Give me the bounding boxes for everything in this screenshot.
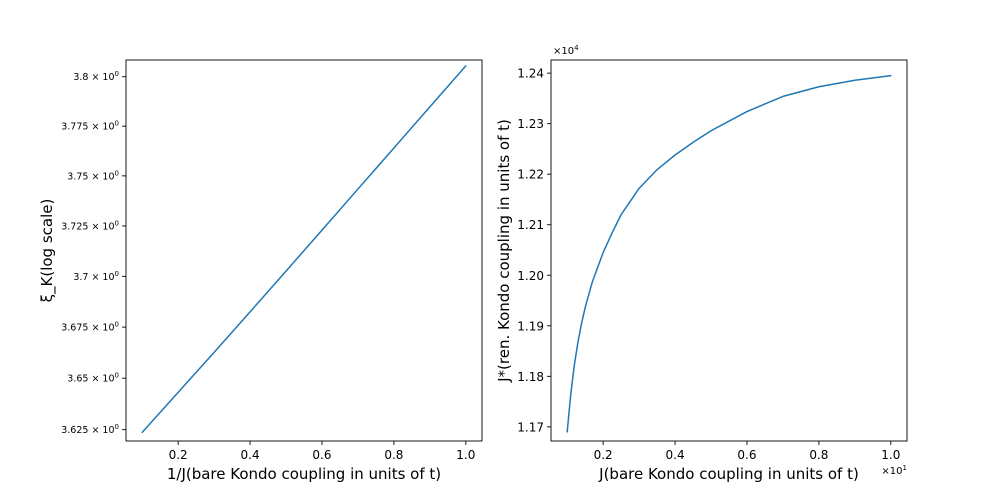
plot-frame <box>550 59 908 442</box>
x-tick-label: 0.2 <box>594 448 613 462</box>
series-line <box>141 65 467 434</box>
y-tick-label: 3.75 × 100 <box>67 169 119 182</box>
y-tick-label: 3.625 × 100 <box>61 423 119 436</box>
x-axis-label: 1/J(bare Kondo coupling in units of t) <box>167 465 441 483</box>
series-line <box>566 74 892 433</box>
x-multiplier-label: ×101 <box>881 464 907 477</box>
y-tick-label: 3.775 × 100 <box>61 120 119 133</box>
y-tick-label: 1.20 <box>517 269 544 283</box>
chart-panel-1: 0.2 0.4 0.6 0.8 1.0 3.625 × 100 3.65 × 100 3.67… <box>38 59 483 483</box>
y-tick-label: 1.23 <box>517 117 544 131</box>
y-tick-label: 1.18 <box>517 370 544 384</box>
x-tick-label: 0.6 <box>312 448 331 462</box>
plot-frame <box>125 59 483 442</box>
x-tick-label: 1.0 <box>881 448 900 462</box>
chart-panel-2: 0.2 0.4 0.6 0.8 1.0 1.17 1.18 1.19 1.20 1.21 1.22 1… <box>495 44 908 483</box>
y-tick-label: 1.24 <box>517 67 544 81</box>
y-tick-label: 3.675 × 100 <box>61 321 119 334</box>
y-tick-label: 3.725 × 100 <box>61 219 119 232</box>
y-axis-label: ξ_K(log scale) <box>38 199 57 303</box>
y-multiplier-label: ×104 <box>553 44 579 57</box>
y-tick-label: 3.8 × 100 <box>73 70 119 83</box>
x-tick-label: 0.2 <box>169 448 188 462</box>
y-tick-label: 1.19 <box>517 319 544 333</box>
y-tick-label: 1.21 <box>517 218 544 232</box>
x-axis-label: J(bare Kondo coupling in units of t) <box>598 465 859 483</box>
x-tick-label: 0.4 <box>241 448 260 462</box>
x-tick-label: 0.6 <box>737 448 756 462</box>
y-tick-label: 1.17 <box>517 420 544 434</box>
y-tick-label: 3.7 × 100 <box>73 270 119 283</box>
y-tick-label: 1.22 <box>517 168 544 182</box>
y-axis-label: J*(ren. Kondo coupling in units of t) <box>495 119 513 383</box>
x-tick-label: 0.4 <box>666 448 685 462</box>
y-tick-label: 3.65 × 100 <box>67 372 119 385</box>
x-tick-label: 1.0 <box>456 448 475 462</box>
x-tick-label: 0.8 <box>809 448 828 462</box>
x-tick-label: 0.8 <box>384 448 403 462</box>
